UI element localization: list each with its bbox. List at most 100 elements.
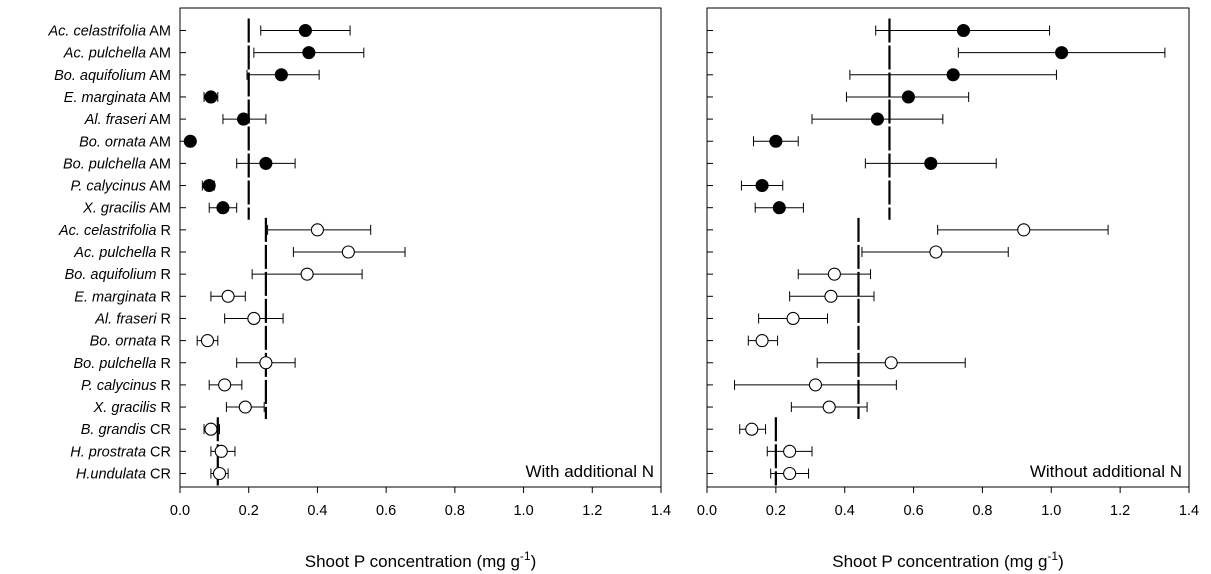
data-point-open — [247, 311, 261, 326]
data-point-open — [218, 378, 232, 392]
data-point-filled — [772, 201, 786, 215]
category-label-species: Bo. ornata — [90, 334, 157, 350]
category-label: P. calycinus R — [81, 378, 171, 394]
data-point-open — [884, 356, 898, 370]
x-tick-label: 1.4 — [651, 503, 671, 519]
category-label-group: AM — [146, 90, 171, 106]
data-point-open — [783, 444, 797, 458]
data-point-filled — [924, 156, 938, 170]
category-label-group: R — [157, 400, 172, 416]
category-label: Al. fraseri AM — [84, 112, 171, 128]
data-point-filled — [956, 23, 971, 38]
data-point-open — [212, 466, 227, 481]
category-label-species: Ac. pulchella — [73, 245, 156, 261]
category-label-group: AM — [146, 24, 171, 40]
data-point-open — [204, 422, 218, 436]
data-point-open — [822, 400, 836, 414]
x-axis-title-main: Shoot P concentration (mg g — [305, 552, 520, 571]
category-label-group: AM — [146, 134, 171, 150]
category-label-species: Ac. celastrifolia — [48, 24, 147, 40]
data-point-filled — [755, 179, 769, 193]
x-tick-label: 0.0 — [170, 503, 190, 519]
data-point-open — [808, 378, 823, 392]
category-label-species: X. gracilis — [93, 400, 157, 416]
category-label: H.undulata CR — [76, 467, 171, 483]
data-point-open — [259, 356, 273, 370]
data-point-open — [1017, 223, 1031, 237]
data-point-open — [755, 334, 769, 348]
category-label-group: R — [157, 356, 172, 372]
category-label-group: CR — [146, 467, 171, 483]
x-tick-label: 1.2 — [1110, 503, 1130, 519]
category-label-group: R — [157, 289, 172, 305]
data-point-open — [238, 400, 252, 414]
category-label-species: E. marginata — [74, 289, 156, 305]
category-label-species: Bo. aquifolium — [65, 267, 157, 283]
data-point-filled — [870, 112, 884, 126]
data-point-filled — [901, 90, 915, 104]
category-label-group: AM — [146, 46, 171, 62]
data-point-filled — [302, 46, 316, 60]
category-label-species: P. calycinus — [81, 378, 157, 394]
x-tick-label: 0.4 — [307, 503, 327, 519]
data-point-filled — [237, 112, 251, 126]
category-label-group: R — [157, 378, 172, 394]
panel-label: With additional N — [525, 462, 654, 481]
category-label-group: R — [157, 245, 172, 261]
data-point-open — [929, 245, 943, 259]
data-point-open — [214, 444, 228, 458]
category-label: E. marginata R — [74, 289, 171, 305]
x-tick-label: 0.6 — [376, 503, 396, 519]
category-label-group: R — [157, 334, 172, 350]
category-label-species: H. prostrata — [70, 444, 146, 460]
category-label-group: R — [157, 267, 172, 283]
category-label: Bo. pulchella AM — [63, 156, 171, 172]
plot-frame — [706, 7, 1190, 488]
category-label: X. gracilis AM — [82, 201, 171, 217]
data-point-open — [310, 223, 324, 237]
plot-frame — [179, 7, 662, 488]
data-point-filled — [298, 23, 312, 38]
x-tick-label: 1.0 — [513, 503, 533, 519]
data-point-open — [745, 422, 759, 436]
data-point-filled — [259, 156, 273, 170]
category-label-species: Ac. pulchella — [63, 46, 146, 62]
category-label-group: AM — [146, 156, 171, 172]
data-point-open — [200, 334, 215, 348]
data-point-filled — [1055, 46, 1069, 60]
category-label: Al. fraseri R — [94, 311, 171, 327]
data-point-open — [300, 267, 314, 281]
category-label: Bo. ornata R — [90, 334, 171, 350]
category-label-species: Al. fraseri — [94, 311, 157, 327]
data-point-filled — [946, 68, 960, 82]
data-point-open — [827, 267, 841, 281]
category-label-group: AM — [146, 201, 171, 217]
data-point-open — [221, 289, 235, 303]
category-label: Ac. celastrifolia R — [58, 223, 171, 239]
category-label-species: Ac. celastrifolia — [58, 223, 157, 239]
category-label-group: R — [157, 311, 172, 327]
x-axis-title-sup: -1 — [520, 549, 531, 563]
panel-with-additional-n: 0.0 0.2 0.4 0.6 0.8 1.0 1.2 1.4 Shoot P concentr… — [170, 7, 671, 571]
x-tick-label: 0.0 — [697, 503, 717, 519]
panel-label: Without additional N — [1030, 462, 1182, 481]
category-label-group: AM — [146, 179, 171, 195]
category-label: E. marginata AM — [64, 90, 171, 106]
panel-without-additional-n: 0.0 0.2 0.4 0.6 0.8 1.0 1.2 1.4 Shoot P concentr… — [697, 7, 1199, 571]
category-label-species: P. calycinus — [71, 179, 147, 195]
category-label-group: CR — [146, 444, 171, 460]
data-point-open — [786, 311, 800, 326]
x-axis-title-end: ) — [531, 552, 537, 571]
category-label: Bo. pulchella R — [73, 356, 171, 372]
data-point-filled — [183, 134, 197, 148]
category-label: P. calycinus AM — [71, 179, 171, 195]
x-tick-label: 0.8 — [972, 503, 992, 519]
category-label-group: R — [157, 223, 172, 239]
category-label-species: X. gracilis — [82, 201, 146, 217]
category-label-group: AM — [146, 112, 171, 128]
x-axis-title: Shoot P concentration (mg g-1) — [832, 549, 1064, 571]
category-label: Bo. aquifolium R — [65, 267, 171, 283]
category-label-species: B. grandis — [81, 422, 146, 438]
